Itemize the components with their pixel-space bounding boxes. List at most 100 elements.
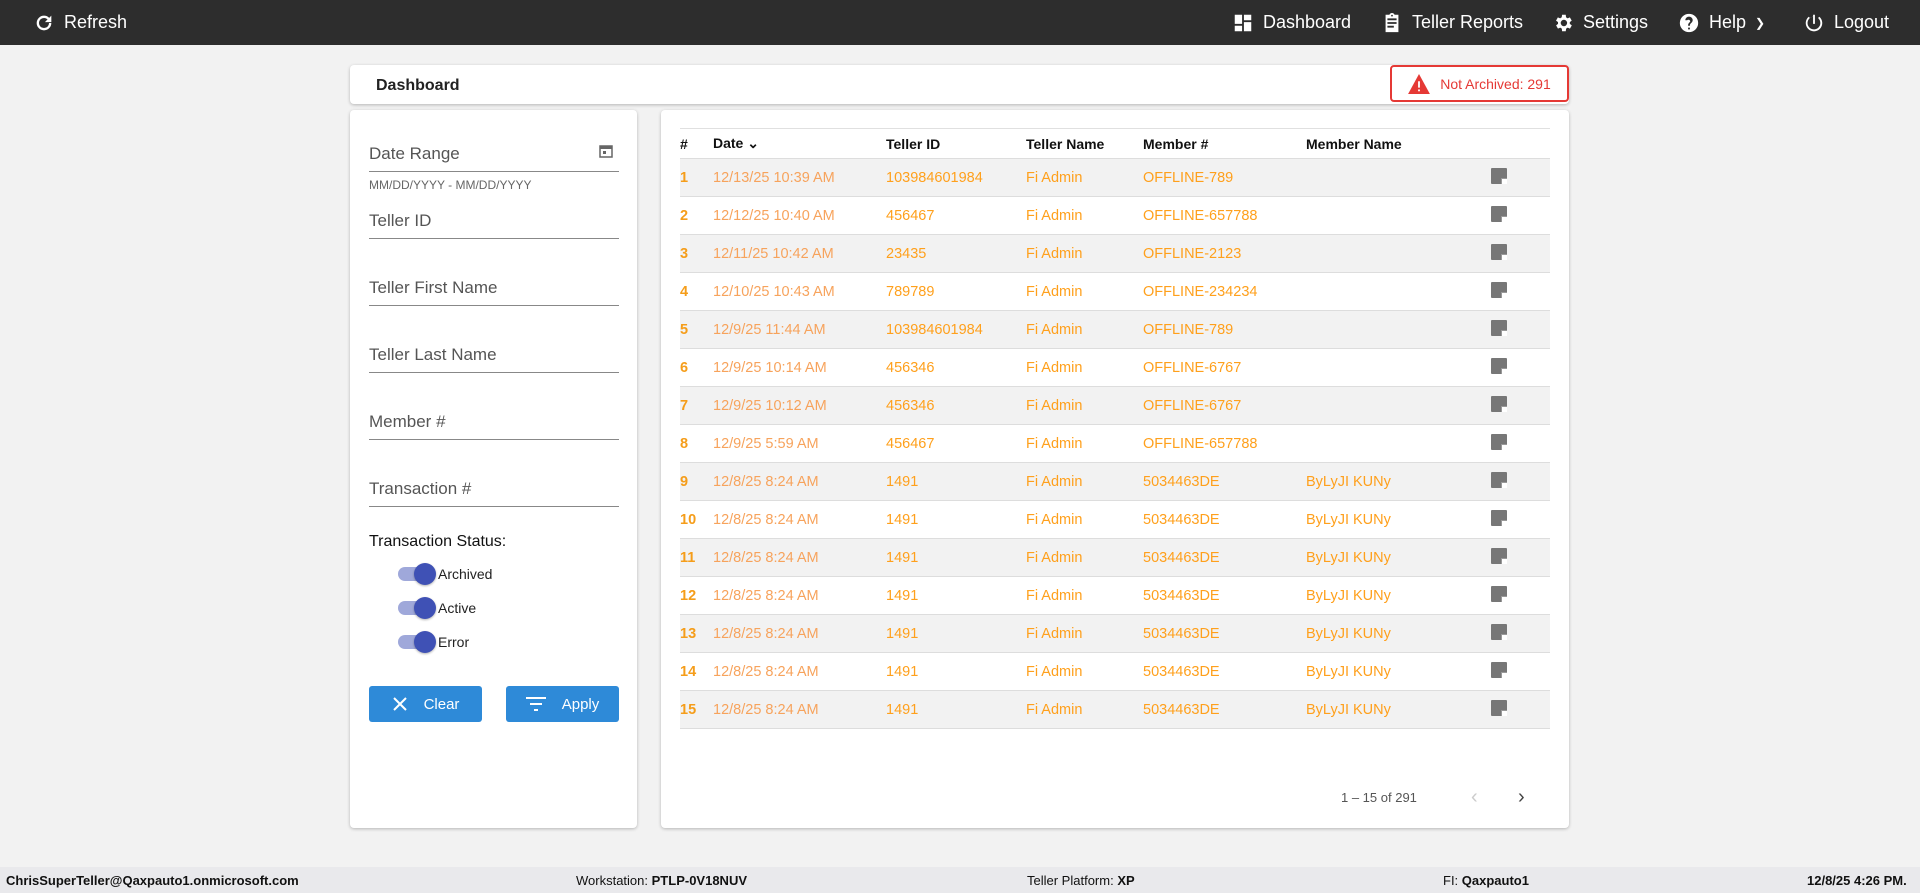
receipt-icon[interactable] <box>1491 661 1507 678</box>
cell-number: 5 <box>680 310 713 349</box>
table-row[interactable]: 11 12/8/25 8:24 AM 1491 Fi Admin 5034463DE By… <box>680 538 1550 577</box>
receipt-icon[interactable] <box>1491 357 1507 374</box>
cell-date: 12/11/25 10:42 AM <box>713 234 886 273</box>
receipt-icon[interactable] <box>1491 471 1507 488</box>
col-date[interactable]: Date ⌄ <box>713 128 886 159</box>
cell-member-number: 5034463DE <box>1143 500 1306 539</box>
cell-actions <box>1485 576 1550 615</box>
logout-label: Logout <box>1834 12 1890 32</box>
cell-date: 12/9/25 10:14 AM <box>713 348 886 387</box>
nav-dashboard[interactable]: Dashboard <box>1232 0 1351 45</box>
nav-teller-reports[interactable]: Teller Reports <box>1381 0 1523 45</box>
error-toggle[interactable]: Error <box>398 631 470 653</box>
table-row[interactable]: 12 12/8/25 8:24 AM 1491 Fi Admin 5034463DE By… <box>680 576 1550 615</box>
transaction-status-label: Transaction Status: <box>369 533 507 550</box>
cell-teller-name: Fi Admin <box>1026 500 1143 539</box>
cell-actions <box>1485 234 1550 273</box>
cell-member-name: ByLyJI KUNy <box>1306 652 1485 691</box>
cell-member-number: OFFLINE-789 <box>1143 310 1306 349</box>
table-row[interactable]: 3 12/11/25 10:42 AM 23435 Fi Admin OFFLINE-2… <box>680 234 1550 273</box>
table-row[interactable]: 9 12/8/25 8:24 AM 1491 Fi Admin 5034463DE ByL… <box>680 462 1550 501</box>
platform-label: Teller Platform: <box>1027 873 1114 888</box>
date-range-input[interactable]: Date Range <box>369 138 619 172</box>
receipt-icon[interactable] <box>1491 623 1507 640</box>
cell-member-number: OFFLINE-657788 <box>1143 196 1306 235</box>
cell-actions <box>1485 424 1550 463</box>
prev-page-icon[interactable]: ‹ <box>1471 786 1478 808</box>
table-row[interactable]: 4 12/10/25 10:43 AM 789789 Fi Admin OFFLINE-… <box>680 272 1550 311</box>
cell-date: 12/13/25 10:39 AM <box>713 158 886 197</box>
table-row[interactable]: 6 12/9/25 10:14 AM 456346 Fi Admin OFFLINE-6… <box>680 348 1550 387</box>
transactions-table: # Date ⌄ Teller ID Teller Name Member # … <box>680 128 1550 729</box>
table-row[interactable]: 8 12/9/25 5:59 AM 456467 Fi Admin OFFLINE-65… <box>680 424 1550 463</box>
clear-button[interactable]: Clear <box>369 686 482 722</box>
cell-actions <box>1485 348 1550 387</box>
receipt-icon[interactable] <box>1491 243 1507 260</box>
receipt-icon[interactable] <box>1491 699 1507 716</box>
cell-member-number: OFFLINE-789 <box>1143 158 1306 197</box>
receipt-icon[interactable] <box>1491 281 1507 298</box>
cell-number: 3 <box>680 234 713 273</box>
table-row[interactable]: 7 12/9/25 10:12 AM 456346 Fi Admin OFFLINE-6… <box>680 386 1550 425</box>
refresh-icon <box>36 15 52 30</box>
cell-actions <box>1485 614 1550 653</box>
table-row[interactable]: 15 12/8/25 8:24 AM 1491 Fi Admin 5034463DE By… <box>680 690 1550 729</box>
cell-member-number: 5034463DE <box>1143 652 1306 691</box>
receipt-icon[interactable] <box>1491 547 1507 564</box>
table-row[interactable]: 1 12/13/25 10:39 AM 103984601984 Fi Admin OF… <box>680 158 1550 197</box>
refresh-button[interactable]: Refresh <box>33 0 127 45</box>
apply-button[interactable]: Apply <box>506 686 619 722</box>
nav-settings[interactable]: Settings <box>1552 0 1648 45</box>
toggle-knob <box>414 631 436 653</box>
archived-toggle[interactable]: Archived <box>398 563 492 585</box>
logout-button[interactable]: Logout <box>1803 0 1889 45</box>
cell-teller-id: 1491 <box>886 462 1026 501</box>
clear-label: Clear <box>423 695 460 713</box>
cell-teller-id: 1491 <box>886 500 1026 539</box>
teller-first-name-input[interactable]: Teller First Name <box>369 272 619 306</box>
cell-member-name: ByLyJI KUNy <box>1306 690 1485 729</box>
cell-teller-id: 23435 <box>886 234 1026 273</box>
table-row[interactable]: 13 12/8/25 8:24 AM 1491 Fi Admin 5034463DE By… <box>680 614 1550 653</box>
error-label: Error <box>438 634 470 650</box>
toggle-knob <box>414 597 436 619</box>
not-archived-badge[interactable]: Not Archived: 291 <box>1390 65 1569 102</box>
table-row[interactable]: 5 12/9/25 11:44 AM 103984601984 Fi Admin OFF… <box>680 310 1550 349</box>
receipt-icon[interactable] <box>1491 205 1507 222</box>
table-row[interactable]: 2 12/12/25 10:40 AM 456467 Fi Admin OFFLINE-… <box>680 196 1550 235</box>
date-range-hint: MM/DD/YYYY - MM/DD/YYYY <box>369 178 532 192</box>
calendar-icon[interactable] <box>599 144 613 158</box>
cell-member-number: 5034463DE <box>1143 690 1306 729</box>
nav-help[interactable]: Help ❯ <box>1678 0 1765 45</box>
receipt-icon[interactable] <box>1491 395 1507 412</box>
cell-teller-name: Fi Admin <box>1026 424 1143 463</box>
next-page-icon[interactable]: › <box>1518 786 1525 808</box>
paginator: 1 – 15 of 291 ‹ › <box>680 786 1550 814</box>
receipt-icon[interactable] <box>1491 509 1507 526</box>
active-label: Active <box>438 600 477 616</box>
cell-teller-id: 456346 <box>886 386 1026 425</box>
cell-member-name <box>1306 424 1485 463</box>
transaction-number-input[interactable]: Transaction # <box>369 473 619 507</box>
active-toggle[interactable]: Active <box>398 597 477 619</box>
cell-actions <box>1485 158 1550 197</box>
cell-teller-id: 456467 <box>886 424 1026 463</box>
receipt-icon[interactable] <box>1491 433 1507 450</box>
cell-date: 12/8/25 8:24 AM <box>713 538 886 577</box>
cell-member-name: ByLyJI KUNy <box>1306 576 1485 615</box>
table-row[interactable]: 10 12/8/25 8:24 AM 1491 Fi Admin 5034463DE By… <box>680 500 1550 539</box>
table-row[interactable]: 14 12/8/25 8:24 AM 1491 Fi Admin 5034463DE By… <box>680 652 1550 691</box>
cell-teller-id: 1491 <box>886 538 1026 577</box>
cell-member-number: OFFLINE-234234 <box>1143 272 1306 311</box>
page-title: Dashboard <box>376 77 460 94</box>
teller-last-name-input[interactable]: Teller Last Name <box>369 339 619 373</box>
date-range-label: Date Range <box>369 144 460 163</box>
member-number-input[interactable]: Member # <box>369 406 619 440</box>
receipt-icon[interactable] <box>1491 167 1507 184</box>
cell-member-name <box>1306 234 1485 273</box>
receipt-icon[interactable] <box>1491 585 1507 602</box>
receipt-icon[interactable] <box>1491 319 1507 336</box>
filter-icon <box>525 697 546 711</box>
teller-id-input[interactable]: Teller ID <box>369 205 619 239</box>
cell-member-name: ByLyJI KUNy <box>1306 462 1485 501</box>
